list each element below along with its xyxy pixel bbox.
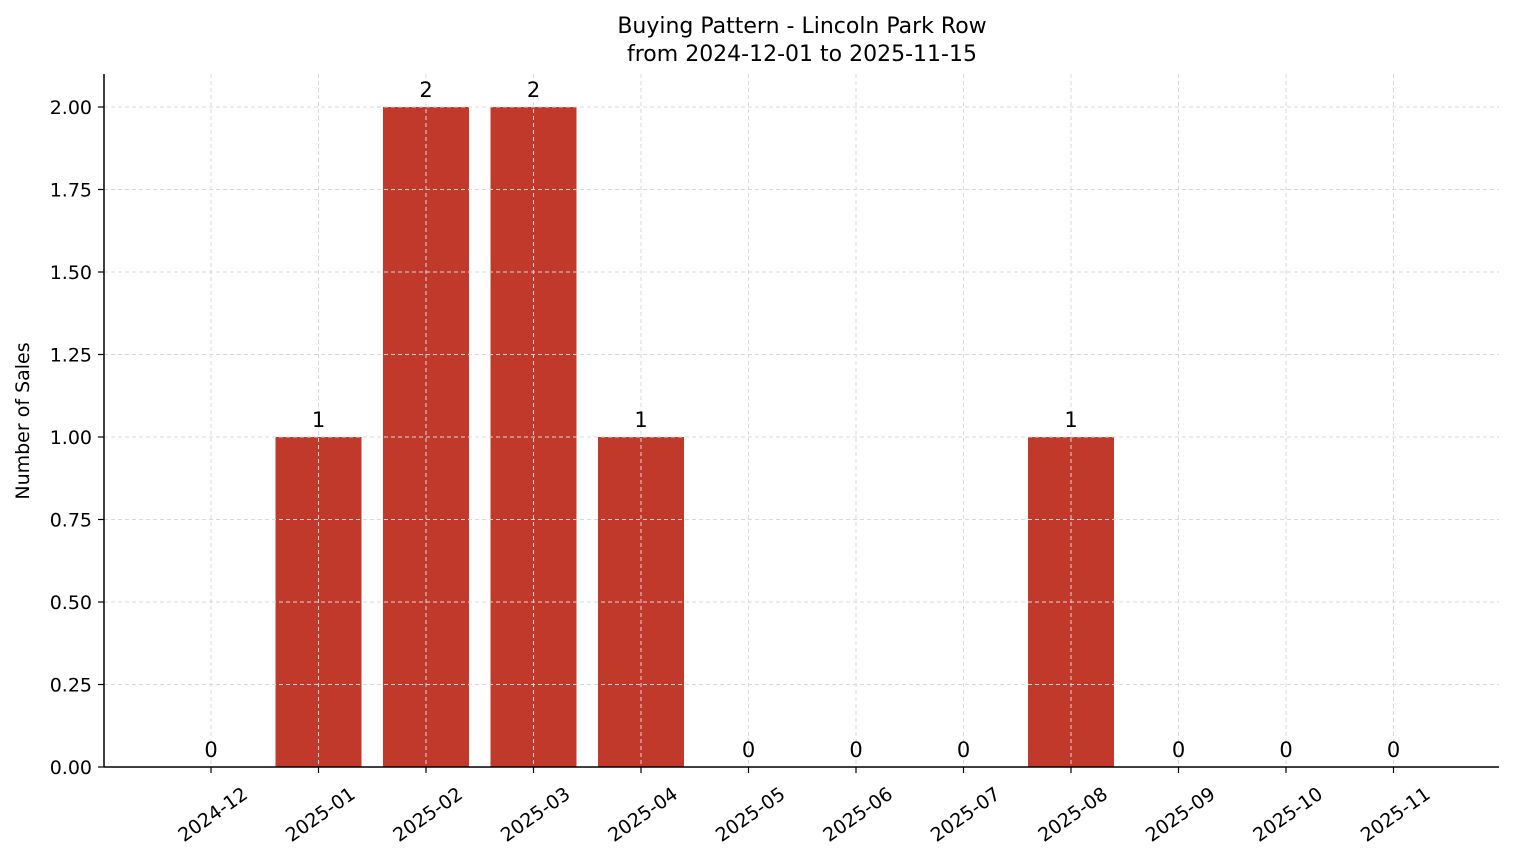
x-tick-label: 2025-07 [927,783,1005,847]
y-tick-label: 0.75 [50,510,92,532]
data-label: 2 [527,78,540,102]
y-tick-label: 1.00 [50,427,92,449]
data-label: 0 [849,738,862,762]
x-tick-label: 2025-09 [1142,783,1220,847]
data-label: 0 [957,738,970,762]
labels: 0.00 0.25 0.50 0.75 1.00 1.25 1.50 1.75 2.00 2024… [50,78,1435,847]
x-tick-label: 2025-06 [819,783,897,847]
y-tick-label: 0.00 [50,757,92,779]
y-tick-label: 0.50 [50,592,92,614]
data-label: 0 [742,738,755,762]
y-tick-label: 1.75 [50,180,92,202]
data-label: 0 [1387,738,1400,762]
chart-subtitle: from 2024-12-01 to 2025-11-15 [627,42,977,67]
y-tick-label: 1.25 [50,345,92,367]
data-label: 1 [634,408,647,432]
x-tick-label: 2025-01 [282,783,360,847]
x-tick-label: 2025-03 [497,783,575,847]
data-label: 1 [1064,408,1077,432]
grid [104,74,1499,768]
x-tick-label: 2025-05 [712,783,790,847]
axes [98,74,1499,773]
x-tick-label: 2025-11 [1357,783,1435,847]
y-axis-label: Number of Sales [12,342,34,499]
data-label: 0 [1172,738,1185,762]
data-label: 1 [312,408,325,432]
x-tick-label: 2024-12 [174,783,252,847]
data-label: 0 [1279,738,1292,762]
data-label: 2 [419,78,432,102]
x-tick-label: 2025-04 [604,783,682,847]
chart-title: Buying Pattern - Lincoln Park Row [617,14,986,39]
x-tick-label: 2025-02 [389,783,467,847]
data-label: 0 [204,738,217,762]
y-tick-label: 2.00 [50,97,92,119]
y-tick-label: 0.25 [50,675,92,697]
x-tick-label: 2025-08 [1034,783,1112,847]
y-tick-label: 1.50 [50,262,92,284]
x-tick-label: 2025-10 [1249,783,1327,847]
